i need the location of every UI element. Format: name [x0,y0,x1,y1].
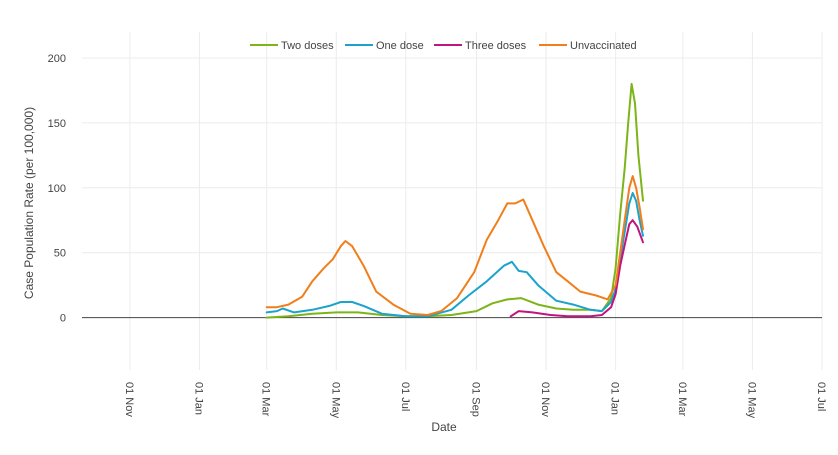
y-axis-title: Case Population Rate (per 100,000) [22,107,36,299]
series-line-one-dose[interactable] [265,192,644,318]
legend-label: One dose [376,40,424,52]
y-tick-label: 50 [54,248,66,260]
x-tick-label: 01 Jan [192,382,204,415]
x-tick-label: 01 Mar [260,382,272,417]
legend-label: Three doses [465,40,527,52]
series-line-three-doses[interactable] [509,219,644,318]
series-line-two-doses[interactable] [265,82,644,319]
y-tick-label: 150 [48,118,66,130]
x-tick-label: 01 Mar [676,382,688,417]
x-tick-label: 01 May [745,382,757,419]
x-tick-label: 01 Nov [123,382,135,417]
x-tick-label: 01 Sep [470,382,482,417]
legend-item-three-doses[interactable]: Three doses [434,40,527,52]
legend-item-unvaccinated[interactable]: Unvaccinated [539,40,637,52]
y-tick-label: 200 [48,53,66,65]
series-lines [265,82,644,319]
legend-item-two-doses[interactable]: Two doses [250,40,334,52]
x-tick-labels: 01 Nov 01 Jan 01 Mar 01 May 01 Jul 01 Sep 01 N… [123,382,827,419]
x-axis-title: Date [431,420,457,434]
y-tick-labels: 0 50 100 150 200 [48,53,66,325]
x-tick-label: 01 May [329,382,341,419]
legend[interactable]: Two doses One dose Three doses Unvaccinated [250,40,637,52]
x-tick-label: 01 Jul [815,382,827,411]
legend-label: Two doses [281,40,334,52]
y-tick-label: 100 [48,183,66,195]
series-line-unvaccinated[interactable] [265,175,644,316]
legend-label: Unvaccinated [570,40,637,52]
x-tick-label: 01 Jan [609,382,621,415]
x-tick-label: 01 Jul [399,382,411,411]
grid-lines [82,32,823,370]
legend-item-one-dose[interactable]: One dose [345,40,424,52]
y-tick-label: 0 [60,313,66,325]
x-tick-label: 01 Nov [539,382,551,417]
